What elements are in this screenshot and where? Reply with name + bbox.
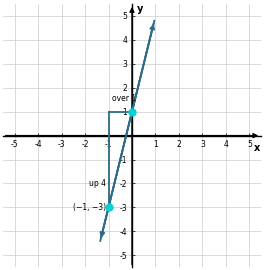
Text: (−1, −3): (−1, −3) — [73, 203, 106, 212]
Text: x: x — [253, 143, 260, 153]
Text: up 4: up 4 — [89, 179, 106, 188]
Text: y: y — [137, 4, 143, 14]
Text: over 1: over 1 — [112, 94, 136, 103]
